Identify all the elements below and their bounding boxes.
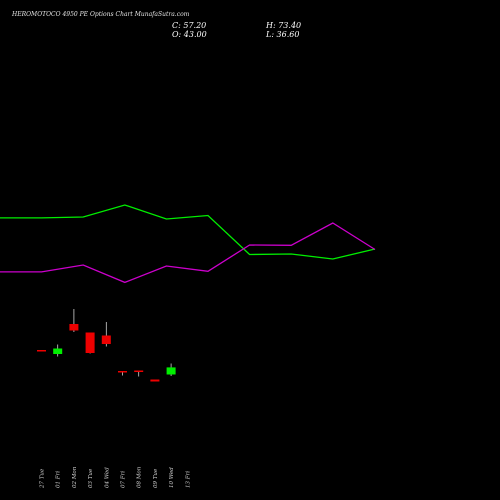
open-value: O: 43.00 (172, 30, 207, 39)
x-tick-label: 02 Mon (72, 466, 78, 488)
lower-price-line (0, 222, 376, 284)
x-axis-tick-labels: 27 Tue 01 Fri 02 Mon 03 Tue 04 Wed 07 Fri 08 M… (40, 466, 192, 489)
upper-price-line (0, 204, 376, 260)
candle-body (69, 324, 79, 331)
candle-body (101, 335, 111, 344)
x-tick-label: 08 Mon (137, 466, 143, 488)
x-tick-label: 13 Fri (185, 471, 191, 488)
x-tick-label: 09 Tue (153, 468, 159, 488)
candle-body (37, 350, 46, 352)
close-value: C: 57.20 (172, 21, 206, 30)
x-tick-label: 03 Tue (88, 468, 94, 488)
candle-body (150, 379, 160, 382)
low-value: L: 36.60 (265, 30, 299, 39)
candle-body (166, 367, 176, 375)
x-tick-label: 01 Fri (56, 471, 62, 488)
candle-body (85, 332, 95, 353)
candle-body (118, 371, 127, 373)
x-tick-label: 10 Wed (169, 467, 175, 488)
candle-body (134, 370, 144, 372)
x-tick-label: 27 Tue (40, 468, 46, 489)
candlestick-series (37, 309, 176, 382)
x-tick-label: 07 Fri (121, 471, 127, 488)
high-value: H: 73.40 (265, 21, 301, 30)
chart-title: HEROMOTOCO 4950 PE Options Chart MunafaS… (11, 11, 190, 18)
x-tick-label: 04 Wed (104, 467, 110, 488)
candle-body (53, 348, 63, 354)
